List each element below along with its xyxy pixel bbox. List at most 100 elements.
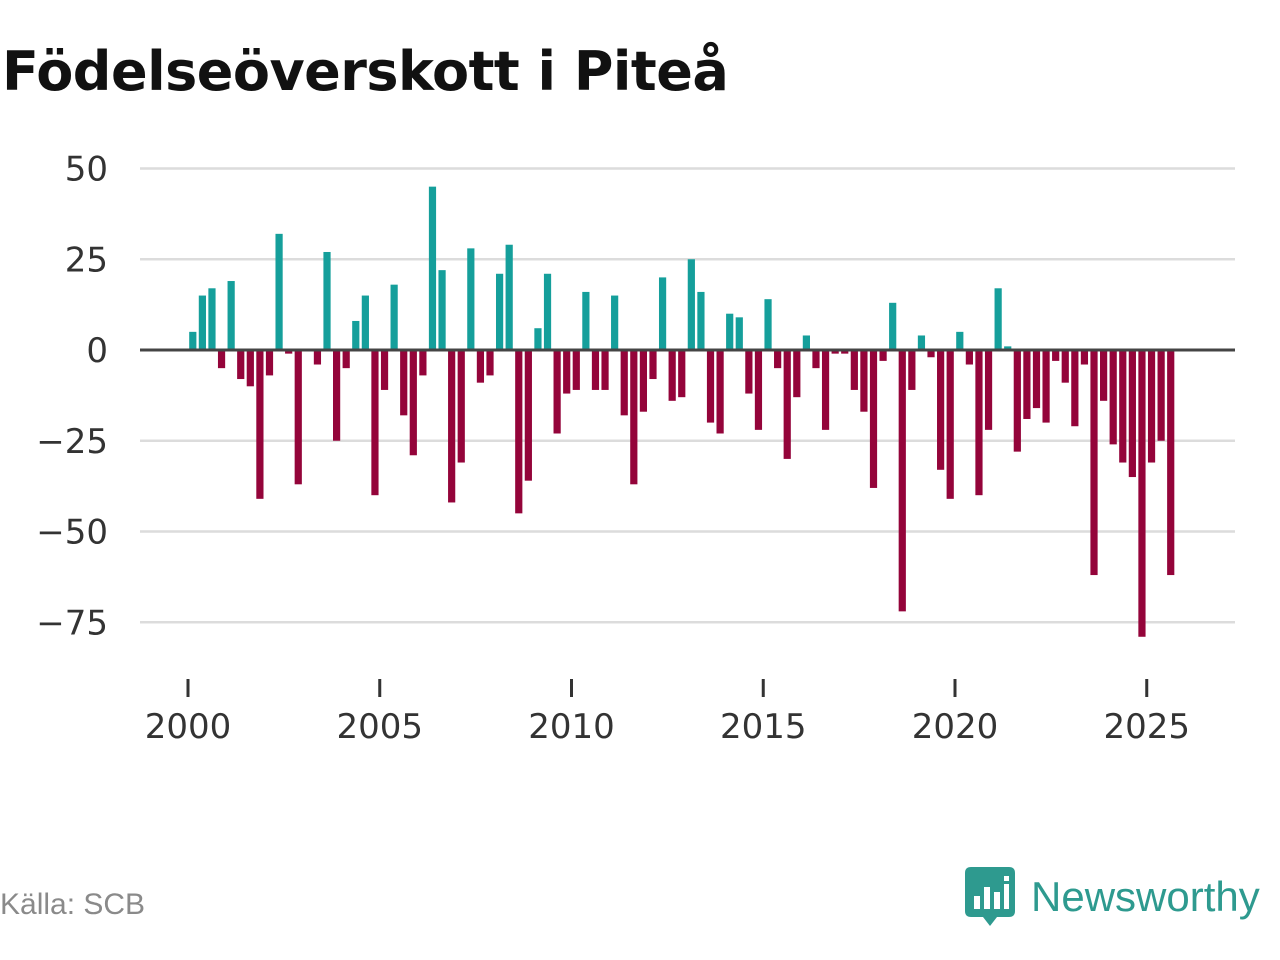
bar <box>860 350 868 412</box>
bar <box>850 350 858 390</box>
bar <box>534 328 542 350</box>
bar <box>774 350 782 369</box>
bar <box>1052 350 1060 361</box>
bar <box>323 251 331 350</box>
bar <box>994 288 1002 350</box>
bar <box>965 350 973 365</box>
y-tick-label: −50 <box>36 513 108 553</box>
bar <box>495 273 504 350</box>
bar <box>793 350 801 398</box>
x-tick-label: 2020 <box>912 707 999 747</box>
bar <box>1119 350 1127 463</box>
y-axis-ticks: 50 25 0 −25 −50 −75 <box>36 150 108 644</box>
bar <box>476 350 485 383</box>
bar <box>975 350 983 496</box>
bar <box>706 350 715 423</box>
bar <box>639 350 648 412</box>
bar <box>543 273 552 350</box>
x-tick-label: 2025 <box>1103 707 1190 747</box>
bar <box>1032 350 1041 409</box>
gridlines <box>140 167 1235 624</box>
bar <box>419 350 427 376</box>
brand-logo: Newsworthy <box>965 866 1260 928</box>
bar <box>956 331 964 350</box>
bar <box>591 350 600 390</box>
bar <box>946 350 954 499</box>
bar <box>265 350 274 376</box>
bar <box>821 350 830 430</box>
y-tick-label: −75 <box>36 603 108 643</box>
chart-title: Födelseöverskott i Piteå <box>2 40 729 103</box>
newsworthy-logo-icon <box>965 867 1015 926</box>
bar <box>582 291 590 350</box>
x-tick-label: 2005 <box>336 707 423 747</box>
bar <box>620 350 628 416</box>
bar <box>572 350 580 390</box>
bar <box>726 313 734 350</box>
bar <box>1080 350 1089 365</box>
bar <box>1004 346 1012 350</box>
bar <box>927 350 935 358</box>
bar <box>764 299 772 350</box>
y-tick-label: −25 <box>36 422 108 462</box>
bar <box>879 350 887 361</box>
bar <box>754 350 763 430</box>
bar <box>783 350 791 459</box>
bar <box>1090 350 1098 576</box>
bar <box>352 320 360 350</box>
bar <box>448 350 456 503</box>
bar <box>841 350 849 354</box>
bar <box>908 350 916 390</box>
bar <box>1061 350 1069 383</box>
bar <box>294 350 302 485</box>
bar <box>553 350 561 434</box>
bar <box>563 350 571 394</box>
bar <box>380 350 389 390</box>
bar <box>333 350 341 441</box>
bar <box>1071 350 1079 427</box>
bar <box>227 281 235 350</box>
bar <box>198 295 206 350</box>
bar <box>237 350 245 380</box>
bar <box>601 350 609 390</box>
brand-name: Newsworthy <box>1031 873 1260 920</box>
bar <box>400 350 408 416</box>
bar <box>486 350 494 376</box>
bar <box>342 350 350 369</box>
x-tick-label: 2015 <box>720 707 807 747</box>
bar <box>831 350 839 354</box>
bar <box>1100 350 1108 401</box>
bar <box>668 350 676 401</box>
bar <box>285 350 293 354</box>
bar <box>1167 350 1175 576</box>
bar <box>428 186 437 350</box>
bar <box>802 335 810 350</box>
bar <box>515 350 523 514</box>
bar <box>371 350 379 496</box>
bar <box>1138 350 1146 637</box>
bar <box>1147 350 1156 463</box>
x-tick-label: 2010 <box>528 707 615 747</box>
bar <box>745 350 753 394</box>
bar <box>1157 350 1165 441</box>
y-tick-label: 50 <box>65 150 108 190</box>
bar <box>716 350 724 434</box>
source-label: Källa: SCB <box>0 888 146 921</box>
bar-series <box>189 186 1175 637</box>
bar <box>313 350 322 365</box>
bar <box>658 277 667 350</box>
y-tick-label: 25 <box>65 240 108 280</box>
bar <box>735 317 743 350</box>
bar <box>246 350 254 387</box>
bar <box>1042 350 1050 423</box>
bar <box>390 284 398 350</box>
bar <box>208 288 216 350</box>
bar <box>611 295 619 350</box>
bar <box>630 350 638 485</box>
bar <box>687 259 695 350</box>
bar <box>275 233 283 350</box>
bar <box>1128 350 1136 478</box>
bar <box>409 350 417 456</box>
bar <box>984 350 993 430</box>
